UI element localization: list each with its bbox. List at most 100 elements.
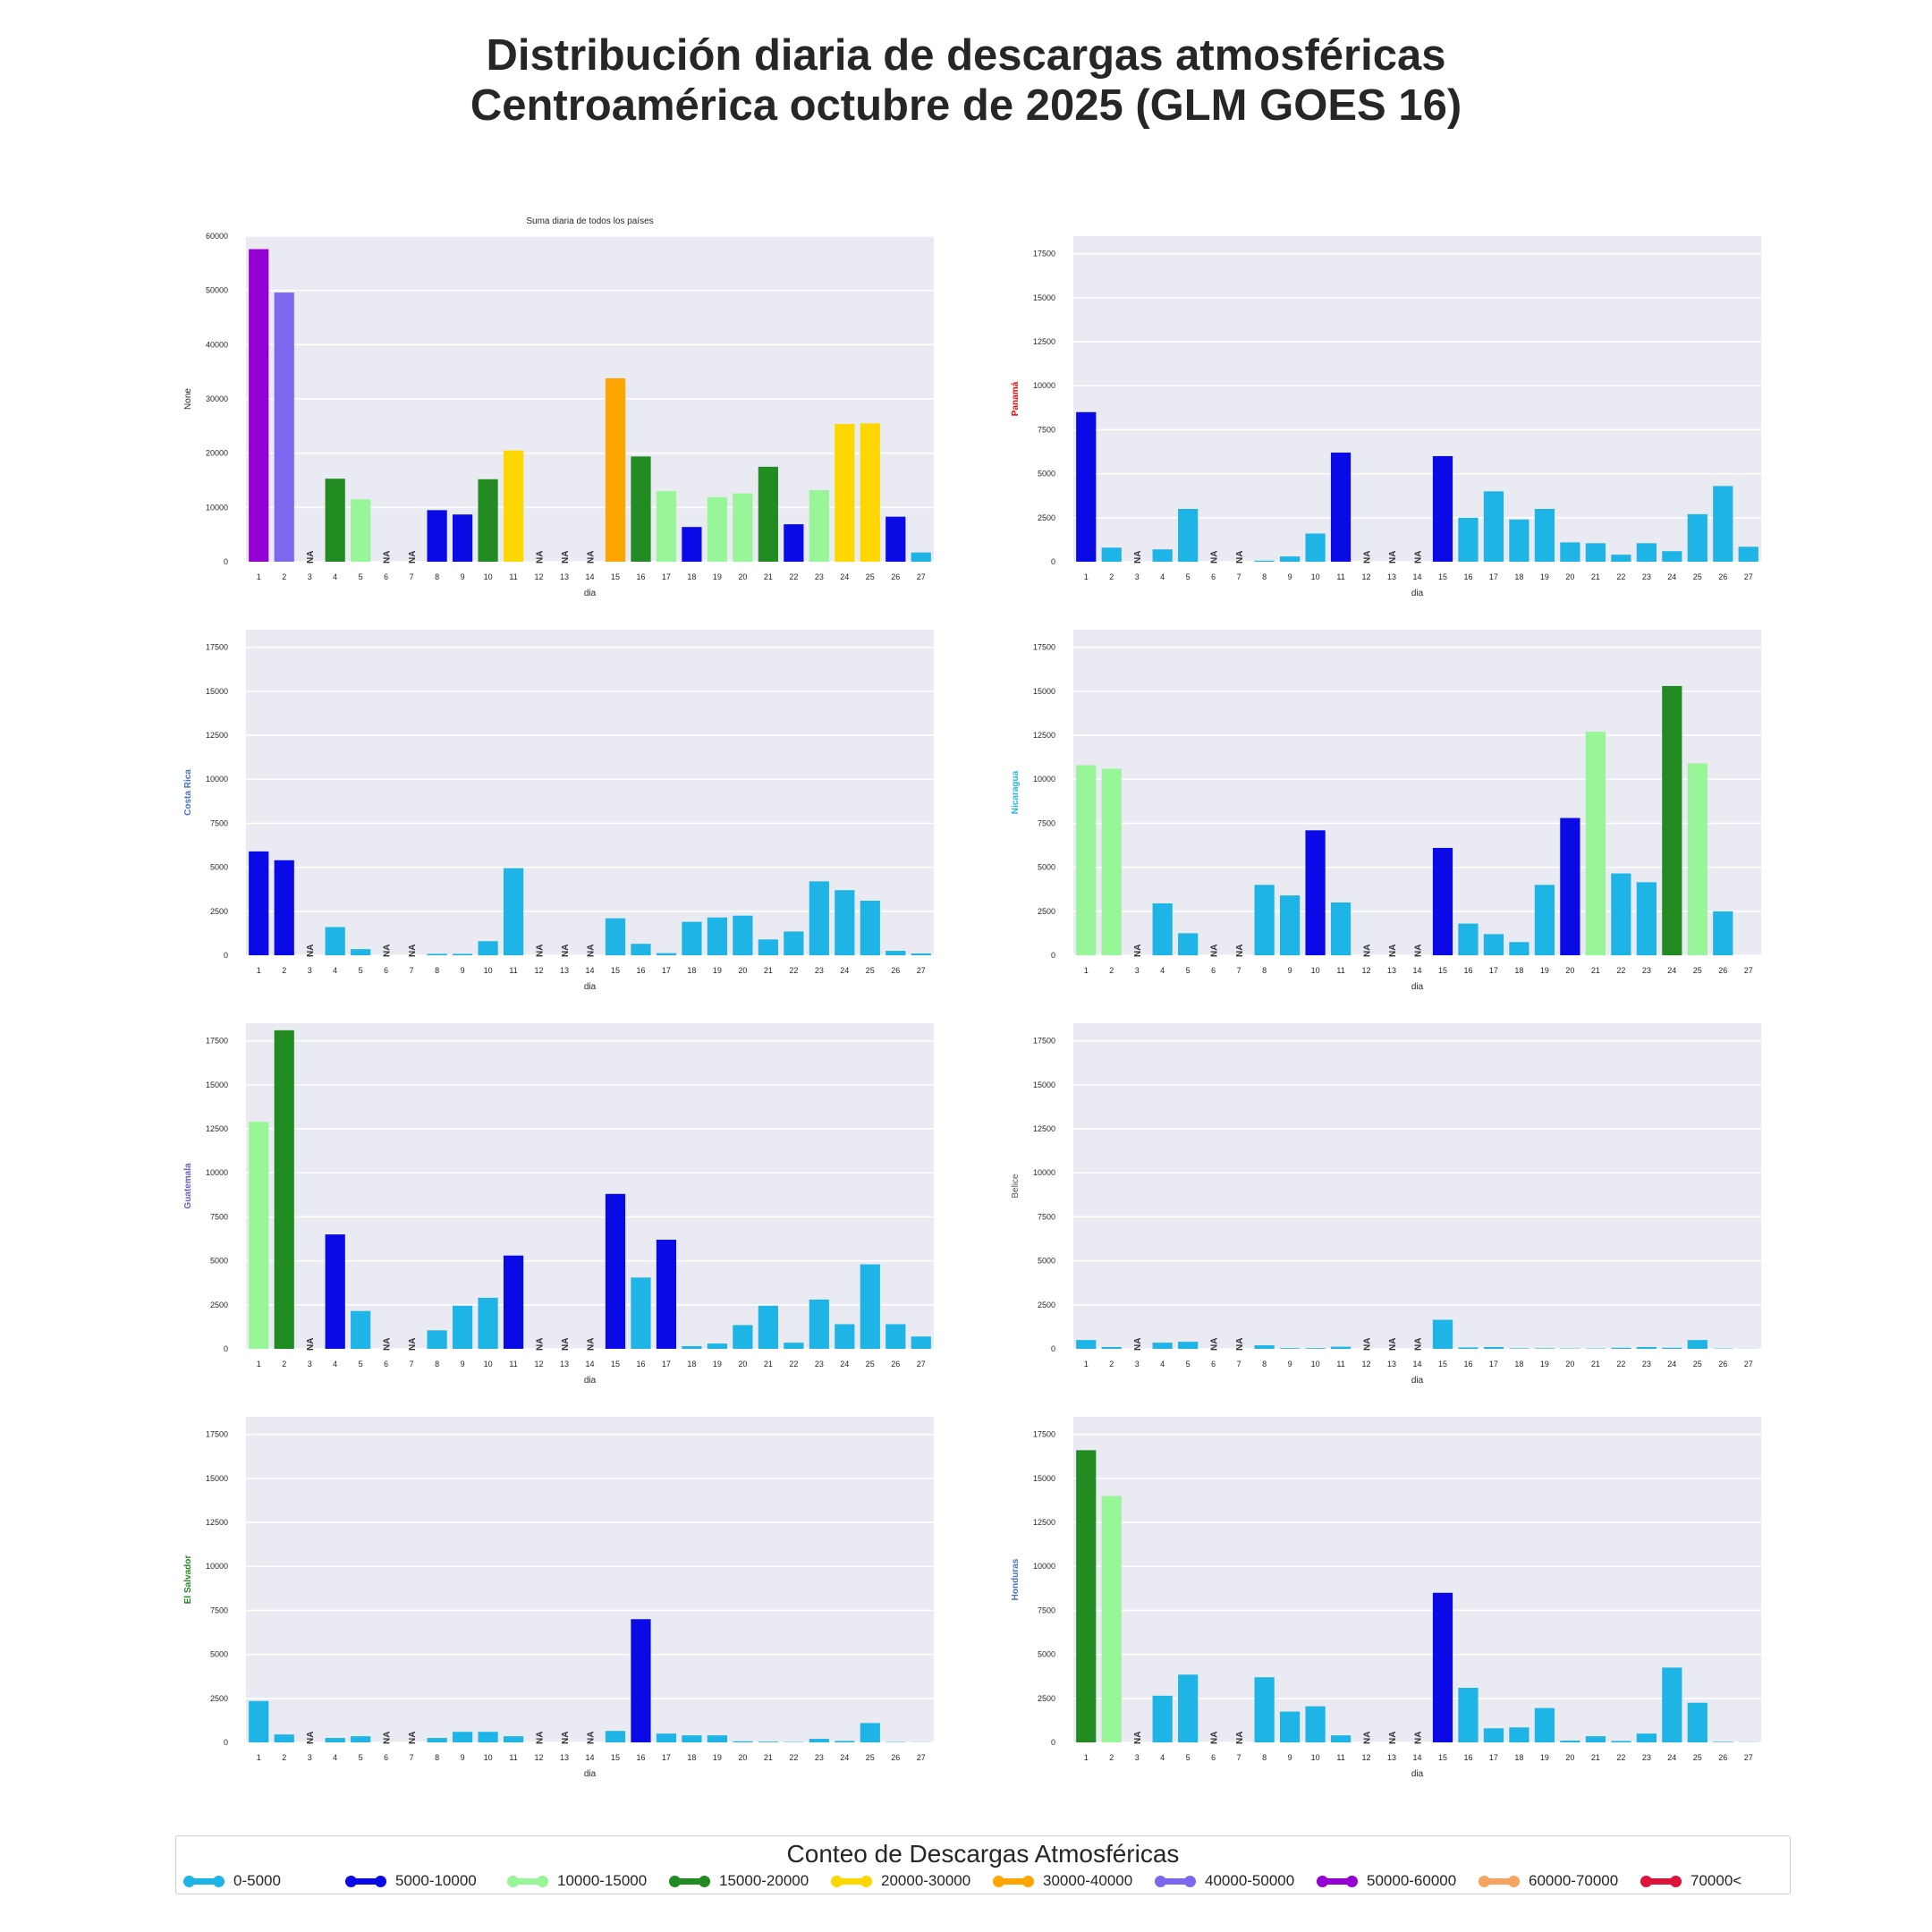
x-tick-label: 11 [1336,1360,1344,1368]
y-tick-label: 12500 [1033,337,1055,346]
bar-day-17 [656,953,677,955]
x-tick-label: 15 [611,1360,620,1368]
bar-day-27 [911,552,931,562]
legend-label: 60000-70000 [1529,1872,1619,1889]
bar-day-22 [784,524,804,562]
bar-day-24 [1662,1667,1682,1742]
x-axis-label: dia [584,982,597,992]
bar-day-10 [478,941,498,955]
na-label: NA [408,1732,418,1744]
y-axis-label: Guatemala [183,1163,193,1209]
x-tick-label: 20 [738,572,747,581]
x-tick-label: 23 [815,966,824,975]
bar-day-21 [1585,543,1606,562]
bar-day-16 [1458,1347,1479,1349]
legend-swatch [831,1875,872,1887]
bar-day-11 [503,1255,524,1349]
na-label: NA [408,1338,418,1351]
x-tick-label: 27 [1744,572,1753,581]
bar-day-9 [1279,1711,1301,1742]
x-tick-label: 6 [1211,966,1216,975]
x-tick-label: 15 [611,966,620,975]
bar-day-11 [1330,1346,1352,1349]
x-tick-label: 12 [1362,1753,1371,1762]
x-tick-label: 3 [1135,1753,1140,1762]
na-label: NA [383,1732,393,1744]
bar-day-20 [733,1741,753,1742]
na-label: NA [587,945,597,957]
bar-day-23 [809,881,829,955]
x-tick-label: 12 [535,1753,544,1762]
x-tick-label: 24 [840,966,849,975]
x-tick-label: 18 [687,1360,696,1368]
na-label: NA [1133,551,1143,564]
na-label: NA [1388,945,1398,957]
bar-day-10 [1305,533,1326,562]
legend-label: 50000-60000 [1367,1872,1457,1889]
x-tick-label: 23 [1642,1360,1651,1368]
na-label: NA [587,551,597,564]
x-tick-label: 5 [1186,966,1191,975]
na-label: NA [1133,945,1143,957]
x-tick-label: 3 [308,1753,312,1762]
x-tick-label: 22 [1616,1360,1625,1368]
y-tick-label: 10000 [206,1168,228,1177]
bar-day-17 [656,1240,677,1349]
x-tick-label: 24 [840,1360,849,1368]
y-tick-label: 17500 [1033,1037,1055,1046]
x-tick-label: 12 [535,966,544,975]
legend-label: 15000-20000 [719,1872,809,1889]
x-tick-label: 17 [662,572,671,581]
x-tick-label: 4 [1160,572,1165,581]
bar-day-15 [1432,1319,1453,1349]
x-tick-label: 7 [1237,1360,1241,1368]
x-tick-label: 8 [1262,572,1267,581]
x-tick-label: 17 [662,966,671,975]
x-tick-label: 18 [687,966,696,975]
x-tick-label: 19 [713,572,722,581]
x-tick-label: 19 [1540,1753,1549,1762]
x-tick-label: 24 [840,1753,849,1762]
y-tick-label: 17500 [1033,643,1055,652]
bar-day-4 [325,1234,345,1349]
x-tick-label: 22 [1616,966,1625,975]
bar-day-20 [1560,542,1580,562]
x-tick-label: 4 [333,1360,337,1368]
x-tick-label: 16 [636,1360,645,1368]
y-tick-label: 7500 [1038,1606,1055,1614]
x-tick-label: 11 [1336,572,1344,581]
x-tick-label: 21 [764,1360,773,1368]
x-tick-label: 9 [1288,1360,1292,1368]
x-tick-label: 10 [1311,1360,1320,1368]
na-label: NA [1363,945,1373,957]
x-tick-label: 13 [560,966,569,975]
bar-day-23 [1636,543,1657,562]
x-tick-label: 21 [1591,1753,1600,1762]
bar-day-1 [1076,765,1097,955]
x-tick-label: 8 [435,1360,439,1368]
x-tick-label: 26 [891,1360,900,1368]
y-tick-label: 0 [1051,951,1055,960]
y-tick-label: 10000 [206,1562,228,1571]
x-tick-label: 6 [384,1360,388,1368]
x-tick-label: 2 [1109,1753,1114,1762]
bar-day-2 [1101,768,1122,955]
bar-day-21 [758,939,778,955]
x-tick-label: 7 [410,1753,414,1762]
x-tick-label: 27 [1744,966,1753,975]
x-tick-label: 10 [484,966,493,975]
bar-day-19 [1534,508,1555,562]
x-tick-label: 9 [461,966,465,975]
bar-day-22 [1611,873,1631,955]
bar-day-18 [682,1346,702,1349]
x-tick-label: 23 [1642,1753,1651,1762]
x-tick-label: 2 [1109,1360,1114,1368]
bar-day-2 [1101,547,1122,562]
y-tick-label: 2500 [210,1301,228,1309]
x-tick-label: 10 [484,572,493,581]
bar-day-24 [1662,1347,1682,1349]
bar-day-23 [1636,882,1657,955]
